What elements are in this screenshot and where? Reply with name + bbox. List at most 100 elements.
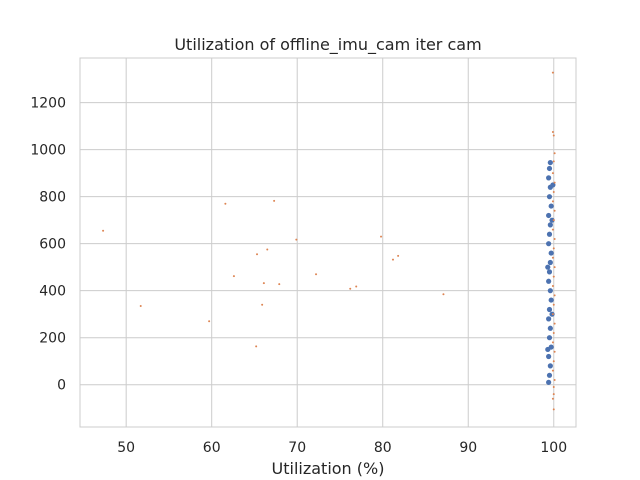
data-point [552, 393, 555, 396]
data-point [261, 303, 264, 306]
data-marks [102, 71, 556, 411]
data-point [546, 278, 552, 284]
data-point [553, 237, 556, 240]
data-point [546, 306, 553, 313]
data-point [551, 313, 554, 316]
chart-title: Utilization of offline_imu_cam iter cam [174, 35, 481, 55]
data-point [552, 303, 555, 306]
x-tick-label: 60 [203, 440, 221, 456]
data-point [553, 209, 556, 212]
x-tick-label: 100 [540, 440, 567, 456]
x-tick-label: 70 [288, 440, 306, 456]
data-point [552, 247, 555, 250]
y-tick-label: 600 [39, 237, 66, 253]
data-point [550, 182, 556, 188]
data-point [548, 297, 554, 303]
data-point [397, 254, 400, 257]
data-point [273, 199, 276, 202]
data-point [224, 202, 227, 205]
data-point [546, 269, 553, 275]
data-point [380, 235, 383, 238]
data-point [295, 238, 298, 241]
y-tick-label: 1200 [30, 96, 66, 112]
data-point [545, 264, 551, 270]
x-tick-label: 80 [374, 440, 392, 456]
y-tick-label: 800 [39, 190, 66, 206]
data-point [546, 353, 552, 360]
data-point [315, 273, 318, 276]
data-point [552, 360, 555, 363]
data-point [552, 190, 555, 193]
data-point [548, 250, 554, 256]
data-point [551, 369, 554, 372]
data-point [545, 346, 551, 353]
data-point [552, 331, 555, 334]
data-point [546, 231, 553, 237]
data-point [546, 379, 552, 385]
x-tick-label: 50 [117, 440, 135, 456]
data-point [262, 282, 265, 285]
data-point [553, 181, 556, 184]
y-tick-label: 200 [39, 331, 66, 347]
data-point [547, 222, 553, 228]
data-point [551, 71, 554, 74]
data-point [549, 217, 555, 223]
data-point [547, 325, 553, 331]
data-point [551, 131, 554, 134]
series-0 [545, 159, 556, 385]
x-axis-label: Utilization (%) [272, 459, 385, 478]
data-point [552, 160, 555, 163]
data-point [355, 285, 358, 288]
data-point [552, 408, 555, 411]
data-point [102, 229, 105, 232]
data-point [349, 287, 352, 290]
data-point [553, 350, 556, 353]
data-point [546, 316, 552, 322]
data-point [547, 259, 553, 266]
data-point [546, 194, 553, 200]
data-point [255, 345, 258, 348]
data-point [546, 165, 553, 172]
data-point [551, 228, 554, 231]
y-tick-label: 400 [39, 284, 66, 300]
x-tick-label: 90 [459, 440, 477, 456]
data-point [548, 203, 554, 209]
data-point [547, 288, 553, 294]
data-point [553, 378, 556, 381]
gridlines [80, 58, 576, 427]
x-tick-labels: 50 60 70 80 90 100 [117, 440, 567, 456]
data-point [546, 335, 553, 341]
data-point [553, 322, 556, 325]
data-point [551, 172, 554, 175]
data-point [278, 283, 281, 286]
series-1 [102, 71, 556, 411]
data-point [552, 386, 555, 389]
data-point [547, 159, 553, 166]
data-point [546, 175, 552, 181]
data-point [266, 248, 269, 251]
data-point [551, 284, 554, 287]
data-point [552, 275, 555, 278]
y-tick-labels: 0 200 400 600 800 1000 1200 [30, 96, 66, 394]
data-point [208, 320, 211, 323]
data-point [546, 372, 553, 378]
data-point [442, 293, 445, 296]
data-point [256, 253, 259, 256]
data-point [547, 363, 553, 369]
data-point [553, 266, 556, 269]
data-point [552, 134, 555, 137]
y-tick-label: 0 [57, 378, 66, 394]
data-point [551, 397, 554, 400]
data-point [546, 212, 552, 219]
y-tick-label: 1000 [30, 143, 66, 159]
data-point [552, 219, 555, 222]
data-point [391, 258, 394, 261]
data-point [553, 294, 556, 297]
data-point [551, 200, 554, 203]
data-point [139, 304, 142, 307]
data-point [551, 256, 554, 259]
data-point [553, 152, 556, 155]
data-point [551, 341, 554, 344]
